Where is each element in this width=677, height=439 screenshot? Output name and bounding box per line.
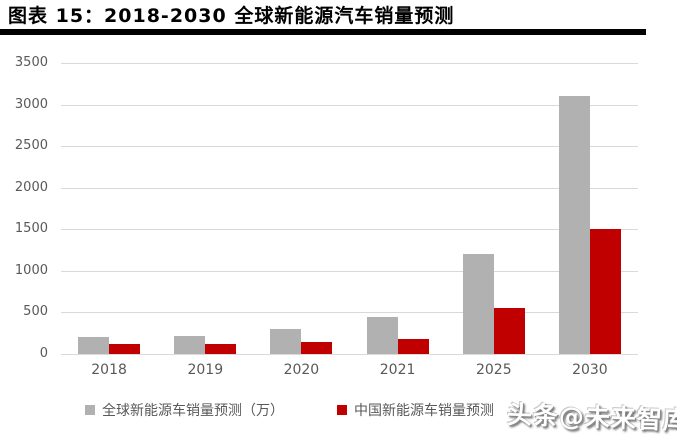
y-axis-label: 2500	[14, 138, 48, 154]
bar-global	[78, 337, 110, 354]
gridline	[61, 146, 638, 148]
legend-item-china: 中国新能源车销量预测	[337, 400, 494, 420]
x-axis-label: 2019	[187, 362, 224, 378]
bar-china	[205, 344, 237, 354]
y-axis-label: 3500	[14, 55, 48, 70]
title-underline	[0, 29, 646, 35]
bar-china	[109, 343, 141, 354]
legend-label-global: 全球新能源车销量预测（万）	[102, 403, 284, 419]
gridline	[61, 229, 638, 231]
legend-item-global: 全球新能源车销量预测（万）	[85, 400, 284, 420]
gridline	[61, 270, 638, 272]
bar-global	[462, 254, 494, 354]
bar-global	[174, 335, 206, 354]
bar-china	[301, 342, 333, 354]
legend-swatch-global	[85, 405, 95, 415]
bar-global	[270, 329, 302, 354]
gridline	[61, 312, 638, 314]
bar-global	[366, 317, 398, 354]
y-axis-label: 3000	[14, 96, 48, 112]
gridline	[61, 354, 638, 355]
gridline	[61, 63, 638, 64]
x-axis-label: 2020	[283, 362, 320, 378]
x-axis-label: 2030	[572, 362, 608, 378]
bar-china	[589, 229, 621, 354]
bar-global	[558, 96, 590, 354]
x-axis-label: 2018	[91, 362, 127, 378]
bar-china	[397, 339, 429, 354]
bar-china	[493, 308, 525, 354]
y-axis-label: 500	[23, 304, 48, 320]
y-axis-label: 1500	[14, 221, 48, 237]
gridline	[61, 104, 638, 106]
legend-swatch-china	[337, 405, 347, 415]
y-axis-label: 0	[39, 346, 48, 361]
watermark: 头条@未来智库	[506, 399, 677, 436]
y-axis-label: 1000	[14, 262, 48, 278]
legend-label-china: 中国新能源车销量预测	[354, 403, 494, 419]
x-axis-label: 2021	[379, 362, 416, 378]
figure-title: 图表 15：2018-2030 全球新能源汽车销量预测	[8, 5, 455, 27]
gridline	[61, 187, 638, 189]
y-axis-label: 2000	[14, 179, 48, 195]
x-axis-label: 2025	[475, 362, 512, 378]
